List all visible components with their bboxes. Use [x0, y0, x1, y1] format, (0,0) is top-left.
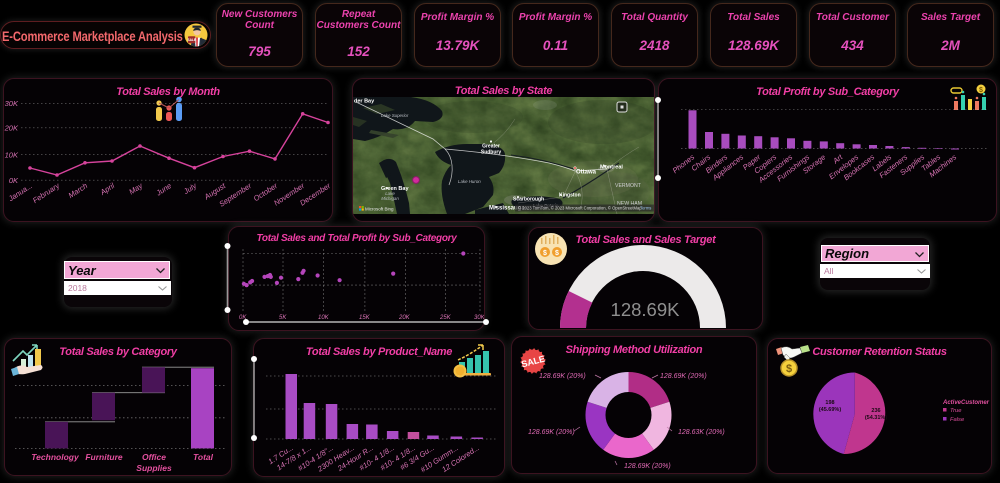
svg-text:Lake Huron: Lake Huron: [458, 179, 481, 184]
svg-text:128.69K: 128.69K: [611, 299, 681, 320]
svg-text:February: February: [31, 180, 62, 205]
svg-text:June: June: [154, 181, 173, 198]
svg-text:10K: 10K: [318, 315, 330, 321]
svg-text:Technology: Technology: [31, 452, 80, 462]
svg-text:$: $: [979, 87, 983, 94]
svg-text:VERMONT: VERMONT: [615, 183, 642, 189]
svg-text:5K: 5K: [279, 315, 287, 321]
svg-text:128.69K (20%): 128.69K (20%): [528, 429, 575, 436]
svg-text:$: $: [543, 250, 547, 257]
svg-text:128.69K (20%): 128.69K (20%): [624, 463, 671, 470]
svg-text:Microsoft Bing: Microsoft Bing: [365, 207, 394, 212]
svg-text:Montreal: Montreal: [600, 165, 623, 171]
svg-text:March: March: [67, 181, 89, 200]
svg-text:July: July: [181, 180, 199, 196]
svg-text:10K: 10K: [5, 151, 19, 160]
svg-text:Terms: Terms: [640, 206, 651, 211]
svg-text:Scarborough: Scarborough: [513, 197, 544, 203]
svg-text:Lake Superior: Lake Superior: [381, 113, 409, 118]
svg-text:128.69K (20%): 128.69K (20%): [539, 373, 586, 380]
svg-text:$: $: [555, 250, 559, 257]
svg-text:(54.31%): (54.31%): [865, 415, 887, 421]
svg-text:Kingston: Kingston: [559, 193, 581, 199]
svg-text:20K: 20K: [398, 315, 411, 321]
svg-text:Mississauga: Mississauga: [489, 206, 525, 212]
svg-text:True: True: [950, 408, 962, 414]
svg-text:198: 198: [825, 400, 834, 406]
svg-text:15K: 15K: [359, 315, 371, 321]
svg-text:30K: 30K: [474, 315, 484, 321]
svg-text:Office: Office: [142, 452, 166, 462]
svg-text:(45.69%): (45.69%): [819, 407, 841, 413]
svg-text:Ottawa: Ottawa: [576, 170, 597, 176]
svg-text:Furniture: Furniture: [85, 452, 123, 462]
svg-text:Supplies: Supplies: [136, 463, 172, 473]
svg-text:Lake: Lake: [385, 191, 395, 196]
svg-text:der Bay: der Bay: [354, 99, 375, 105]
svg-text:0K: 0K: [239, 315, 247, 321]
svg-text:Green Bay: Green Bay: [381, 186, 409, 192]
svg-text:128.69K (20%): 128.69K (20%): [660, 373, 707, 380]
svg-text:Michigan: Michigan: [381, 196, 399, 201]
svg-text:False: False: [950, 417, 965, 423]
svg-text:ActiveCustomer: ActiveCustomer: [942, 400, 990, 406]
svg-text:0K: 0K: [9, 176, 19, 185]
svg-text:128.63K (20%): 128.63K (20%): [678, 429, 725, 436]
svg-text:April: April: [98, 181, 117, 197]
svg-text:Sudbury: Sudbury: [481, 150, 501, 156]
svg-text:May: May: [127, 180, 145, 196]
svg-text:SALE: SALE: [187, 38, 196, 42]
svg-text:236: 236: [871, 408, 880, 414]
svg-text:30K: 30K: [5, 99, 19, 108]
svg-text:NEW HAM: NEW HAM: [617, 201, 642, 207]
svg-text:Total: Total: [193, 452, 214, 462]
svg-text:20K: 20K: [4, 124, 19, 133]
svg-text:25K: 25K: [439, 315, 452, 321]
svg-text:$: $: [786, 363, 792, 375]
svg-text:© 2023 TomTom, © 2023 Microsof: © 2023 TomTom, © 2023 Microsoft Corporat…: [518, 206, 642, 211]
svg-text:Greater: Greater: [482, 144, 500, 150]
